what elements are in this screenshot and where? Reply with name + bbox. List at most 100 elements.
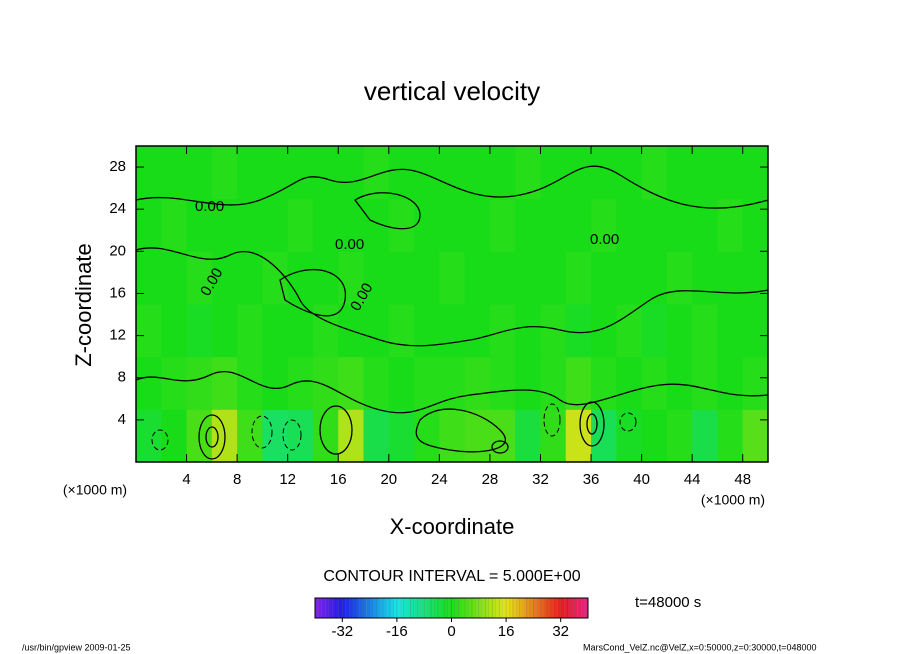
colorbar-stripe: [359, 598, 363, 618]
field-cell: [464, 146, 491, 200]
field-cell: [388, 251, 415, 305]
field-cell: [312, 251, 339, 305]
colorbar-stripe: [564, 598, 568, 618]
colorbar-stripe: [482, 598, 486, 618]
field-cell: [565, 198, 592, 252]
contour-line: [619, 412, 637, 432]
colorbar-stripe: [516, 598, 520, 618]
colorbar-stripe: [539, 597, 544, 619]
colorbar-stripe: [533, 597, 538, 619]
field-cell: [641, 251, 668, 305]
colorbar-stripe: [570, 598, 575, 618]
field-cell: [489, 356, 516, 410]
field-cell: [211, 146, 238, 200]
x-tick-label: 28: [482, 471, 499, 488]
field-cell: [565, 356, 592, 410]
field-cell: [363, 198, 390, 252]
colorbar-stripe: [400, 598, 404, 618]
colorbar-stripe: [417, 597, 422, 619]
field-cell: [186, 198, 213, 252]
field-cell: [515, 409, 541, 463]
colorbar-stripe: [314, 597, 319, 619]
field-cell: [515, 198, 541, 252]
field-cell: [136, 198, 162, 252]
contour-line: [151, 429, 169, 451]
field-cell: [616, 409, 643, 463]
colorbar-stripe: [519, 597, 524, 619]
field-cell: [717, 146, 744, 200]
colorbar-stripe: [441, 598, 445, 618]
field-cell: [489, 304, 516, 358]
field-cell: [591, 251, 617, 305]
field-cell: [464, 356, 491, 410]
colorbar-stripe: [321, 597, 326, 619]
field-cell: [742, 304, 769, 358]
colorbar-stripe: [543, 598, 548, 618]
field-cell: [312, 198, 339, 252]
field-cell: [591, 146, 617, 200]
colorbar-stripe: [550, 598, 554, 618]
field-cell: [211, 198, 238, 252]
y-tick-label: 8: [118, 369, 126, 386]
field-cell: [211, 304, 238, 358]
colorbar-stripe: [318, 598, 322, 618]
colorbar-stripe: [383, 597, 387, 619]
colorbar-stripe: [448, 598, 452, 618]
field-cell: [414, 409, 440, 463]
field-cell: [237, 409, 263, 463]
colorbar-stripe: [560, 597, 565, 619]
contours: [135, 165, 769, 460]
field-cell: [312, 304, 339, 358]
contour-line: [543, 403, 561, 437]
field-cell: [136, 251, 162, 305]
colorbar-stripe: [471, 597, 476, 619]
field-cell: [338, 251, 365, 305]
colorbar-stripe: [492, 597, 497, 619]
field-cell: [742, 409, 769, 463]
field-cell: [641, 409, 668, 463]
contour-label: 0.00: [335, 236, 364, 253]
field-cell: [515, 251, 541, 305]
field-cell: [666, 251, 693, 305]
field-cell: [742, 251, 769, 305]
field-cell: [464, 251, 491, 305]
field-cell: [287, 356, 314, 410]
field-cell: [717, 304, 744, 358]
field-cell: [464, 198, 491, 252]
field-cell: [717, 356, 744, 410]
field-cell: [414, 356, 440, 410]
field-cell: [489, 198, 516, 252]
field-cell: [287, 251, 314, 305]
field-cell: [641, 304, 668, 358]
colorbar-stripe: [437, 597, 442, 619]
field-cell: [388, 409, 415, 463]
colorbar-stripe: [386, 598, 391, 618]
field-cell: [692, 356, 718, 410]
contour-line: [415, 408, 506, 453]
colorbar-stripe: [458, 597, 462, 619]
field-cell: [388, 198, 415, 252]
colorbar-stripe: [478, 597, 483, 619]
field-cell: [515, 146, 541, 200]
colorbar-stripe: [502, 598, 507, 618]
colorbar-stripe: [420, 598, 425, 618]
colorbar-stripe: [557, 598, 561, 618]
plot-frame: [135, 145, 769, 463]
field-cell: [237, 198, 263, 252]
field-cell: [692, 409, 718, 463]
colorbar-stripe: [584, 598, 588, 618]
contour-line: [135, 165, 769, 209]
colorbar-stripe: [369, 597, 374, 619]
colorbar-stripe: [434, 598, 438, 618]
colorbar-stripe: [529, 598, 534, 618]
contour-line: [251, 415, 273, 449]
colorbar-stripe: [403, 597, 408, 619]
colorbar-stripe: [580, 597, 585, 619]
field-cell: [262, 356, 289, 410]
colorbar-stripe: [427, 598, 432, 618]
field-cell: [540, 198, 567, 252]
colorbar-stripe: [389, 597, 394, 619]
colorbar-stripe: [430, 597, 435, 619]
field-cell: [616, 251, 643, 305]
x-tick-label: 32: [532, 471, 549, 488]
